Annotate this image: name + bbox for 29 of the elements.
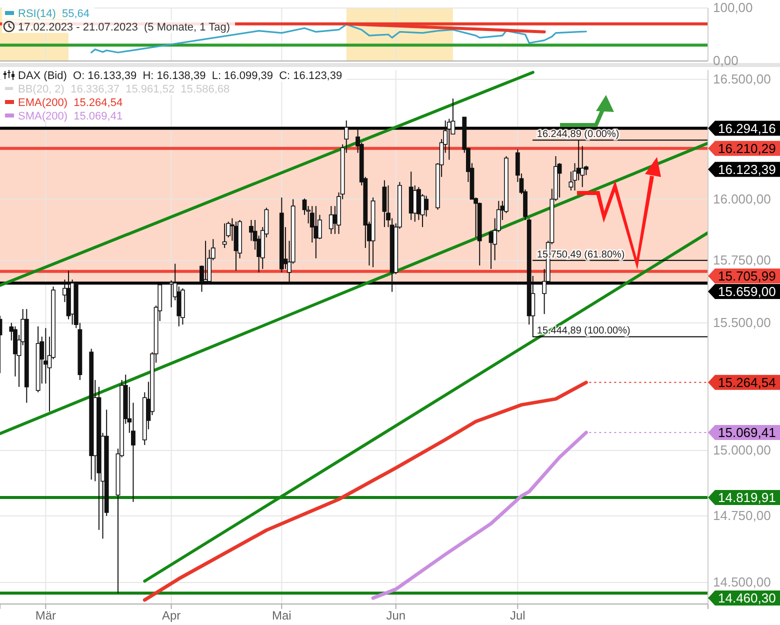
data-label: 15.264,54 (718, 374, 776, 390)
x-tick-label: Mai (272, 608, 292, 623)
y-tick-label: 0,00 (713, 53, 738, 68)
y-tick-label: 100,00 (713, 0, 753, 16)
x-tick-label: Jun (386, 608, 406, 623)
y-tick-label: 15.000,00 (713, 442, 771, 458)
y-tick-label: 14.750,00 (713, 508, 771, 524)
legend-label: RSI(14) 55,64 (18, 8, 90, 20)
y-tick-label: 14.500,00 (713, 574, 771, 590)
x-tick-label: Mär (35, 608, 56, 623)
annotation: 16.244,89 (0.00%) (536, 129, 620, 140)
ref-line-label: 15.705,99 (718, 268, 776, 284)
ref-line-label: 14.460,30 (718, 590, 776, 606)
ref-line-label: 16.294,16 (718, 120, 776, 136)
text: 16.123,39 (718, 162, 776, 177)
y-tick-label: 16.500,00 (713, 72, 771, 87)
y-tick-label: 15.750,00 (713, 252, 771, 268)
ref-line-label: 16.210,29 (718, 140, 776, 156)
text: 17.02.2023 - 21.07.2023 (5 Monate, 1 Tag) (18, 22, 230, 34)
x-tick-label: Apr (162, 608, 181, 623)
chart-title: DAX (Bid) O: 16.133,39 H: 16.138,39 L: 16.099,39 C: 16.123,39 (18, 70, 342, 82)
y-tick-label: 15.500,00 (713, 314, 771, 330)
x-tick-label: Jul (510, 608, 526, 623)
legend-label: SMA(200) 15.069,41 (18, 110, 123, 122)
ref-line-label: 14.819,91 (718, 490, 776, 505)
data-label: 15.069,41 (718, 425, 776, 440)
y-tick-label: 16.000,00 (713, 191, 771, 206)
ref-line-label: 15.659,00 (718, 284, 776, 300)
legend-label: EMA(200) 15.264,54 (18, 97, 123, 109)
